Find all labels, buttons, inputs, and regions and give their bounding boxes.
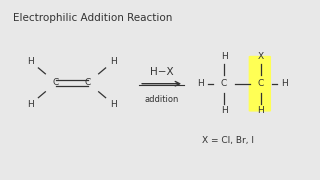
Text: addition: addition	[144, 94, 179, 103]
Text: X = Cl, Br, I: X = Cl, Br, I	[202, 136, 253, 145]
Text: H: H	[257, 106, 264, 115]
Text: H: H	[220, 52, 228, 61]
Text: Electrophilic Addition Reaction: Electrophilic Addition Reaction	[13, 13, 172, 23]
Text: H: H	[27, 57, 34, 66]
Text: X: X	[258, 52, 264, 61]
Text: C: C	[53, 78, 59, 87]
Text: C: C	[85, 78, 91, 87]
Text: C: C	[258, 79, 264, 88]
Text: H−X: H−X	[150, 67, 173, 77]
FancyBboxPatch shape	[249, 56, 271, 112]
Text: H: H	[220, 106, 228, 115]
Text: C: C	[221, 79, 227, 88]
Text: H: H	[281, 79, 288, 88]
Text: H: H	[110, 57, 117, 66]
Text: H: H	[110, 100, 117, 109]
Text: H: H	[196, 79, 204, 88]
Text: H: H	[27, 100, 34, 109]
